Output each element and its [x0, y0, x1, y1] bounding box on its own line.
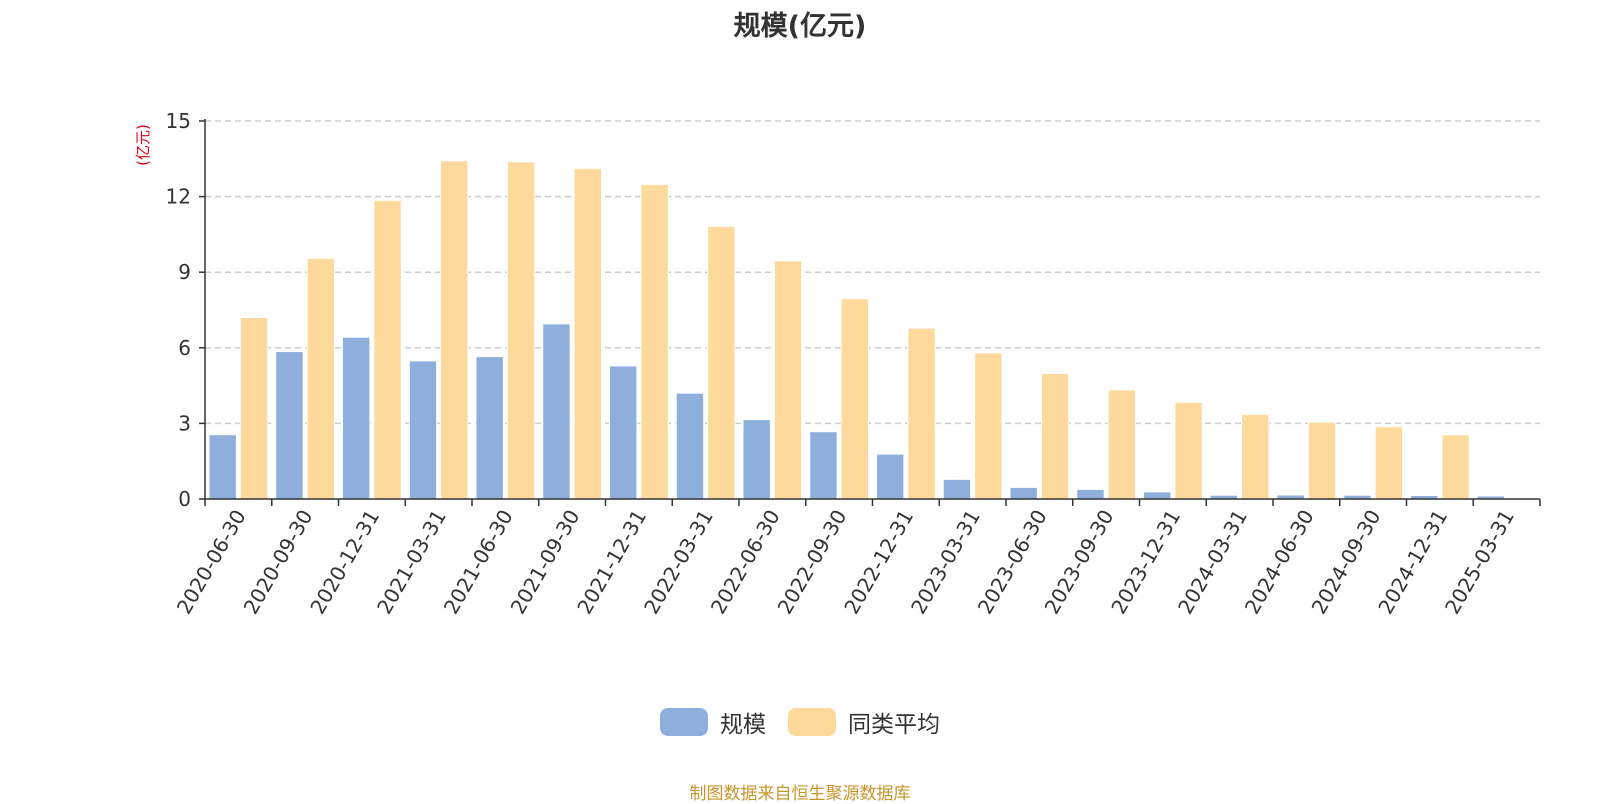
legend-item-scale[interactable]: 规模 [660, 705, 766, 739]
x-tick-label: 2020-12-31 [305, 506, 384, 619]
y-tick-label: 6 [178, 336, 191, 360]
bar-scale [342, 336, 371, 500]
bar-scale [942, 478, 972, 500]
bar-peer-average [1374, 426, 1403, 500]
x-tick-label: 2023-06-30 [973, 506, 1052, 619]
bar-peer-average [1107, 389, 1136, 500]
x-tick-label: 2020-09-30 [239, 506, 318, 619]
x-tick-label: 2021-09-30 [506, 506, 585, 619]
source-note: 制图数据来自恒生聚源数据库 [689, 784, 911, 804]
y-tick-label: 15 [166, 109, 191, 133]
y-tick-label: 3 [178, 411, 191, 435]
bar-peer-average [1241, 413, 1270, 500]
bar-scale [408, 360, 438, 500]
grid-lines [205, 120, 1540, 425]
bar-scale [1143, 491, 1172, 500]
x-tick-label: 2021-03-31 [372, 506, 451, 619]
bar-scale [475, 356, 504, 500]
bar-peer-average [440, 160, 469, 500]
legend-label-scale: 规模 [720, 712, 766, 738]
y-axis-unit-label: (亿元) [134, 124, 152, 166]
bar-peer-average [773, 260, 803, 500]
x-tick-label: 2024-03-31 [1173, 506, 1252, 619]
bar-scale [675, 392, 705, 500]
bar-peer-average [506, 161, 536, 500]
legend-item-peer-average[interactable]: 同类平均 [788, 705, 940, 739]
y-tick-label: 9 [178, 260, 191, 284]
x-tick-label: 2022-06-30 [706, 506, 785, 619]
bar-scale [275, 351, 304, 500]
bar-peer-average [1441, 434, 1470, 500]
x-tick-label: 2023-12-31 [1106, 506, 1185, 619]
bar-peer-average [239, 317, 269, 500]
x-tick-label: 2022-12-31 [839, 506, 918, 619]
bar-scale [208, 434, 237, 500]
bar-peer-average [573, 167, 602, 500]
bar-scale [742, 419, 771, 500]
legend-swatch-scale [660, 708, 708, 736]
x-tick-label: 2024-09-30 [1307, 506, 1386, 619]
chart-title: 规模(亿元) [733, 11, 867, 42]
x-tick-label: 2021-12-31 [572, 506, 651, 619]
bar-peer-average [1307, 421, 1337, 500]
legend-label-peer-average: 同类平均 [848, 712, 940, 738]
legend: 规模 同类平均 [0, 705, 1600, 739]
bar-scale [1076, 488, 1105, 500]
x-tick-label: 2021-06-30 [439, 506, 518, 619]
bar-peer-average [306, 257, 335, 500]
legend-swatch-peer-average [788, 708, 836, 736]
bar-scale [1009, 486, 1038, 500]
bar-peer-average [373, 199, 402, 500]
bar-scale [542, 323, 571, 500]
y-tick-label: 12 [166, 185, 191, 209]
bar-peer-average [907, 327, 936, 500]
bar-scale [876, 453, 905, 500]
bar-peer-average [840, 298, 869, 500]
bar-peer-average [1174, 401, 1203, 500]
bar-peer-average [707, 225, 736, 500]
y-tick-label: 0 [178, 487, 191, 511]
bar-scale [809, 431, 838, 500]
bar-peer-average [1040, 373, 1070, 500]
x-tick-label: 2022-03-31 [639, 506, 718, 619]
x-tick-label: 2024-06-30 [1240, 506, 1319, 619]
bar-peer-average [640, 184, 669, 500]
x-tick-label: 2020-06-30 [172, 506, 251, 619]
x-tick-label: 2023-03-31 [906, 506, 985, 619]
bar-scale [609, 365, 638, 500]
bar-peer-average [974, 352, 1003, 500]
bars [208, 160, 1506, 500]
x-tick-label: 2022-09-30 [773, 506, 852, 619]
x-tick-label: 2024-12-31 [1373, 506, 1452, 619]
x-tick-label: 2025-03-31 [1440, 506, 1519, 619]
x-tick-label: 2023-09-30 [1040, 506, 1119, 619]
